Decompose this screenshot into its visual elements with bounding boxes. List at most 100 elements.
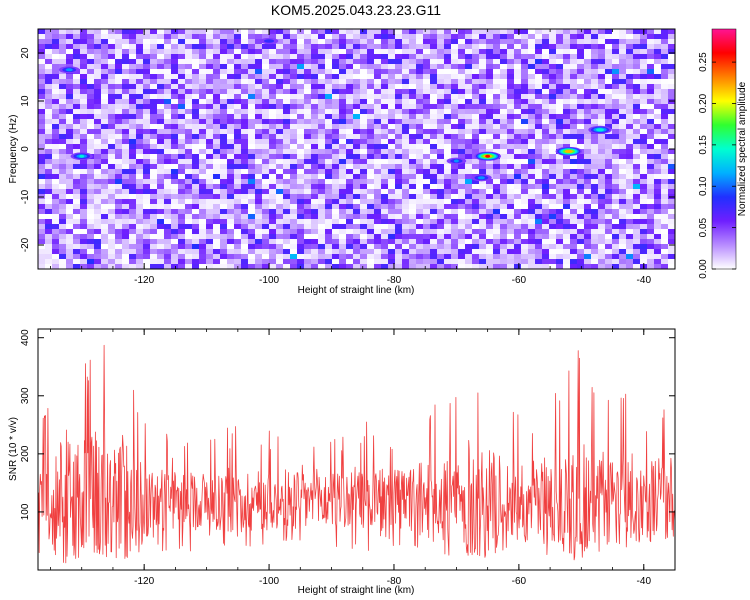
heatmap-cell xyxy=(605,144,613,150)
heatmap-cell xyxy=(654,244,662,250)
heatmap-cell xyxy=(563,159,571,165)
heatmap-cell xyxy=(59,259,67,265)
heatmap-cell xyxy=(465,69,473,75)
heatmap-cell xyxy=(45,129,53,135)
heatmap-cell xyxy=(136,164,144,170)
heatmap-cell xyxy=(451,84,459,90)
heatmap-cell xyxy=(325,84,333,90)
heatmap-cell xyxy=(318,189,326,195)
heatmap-cell xyxy=(577,99,585,105)
heatmap-cell xyxy=(388,44,396,50)
heatmap-cell xyxy=(612,214,620,220)
heatmap-cell xyxy=(381,64,389,70)
heatmap-cell xyxy=(388,34,396,40)
heatmap-cell xyxy=(346,179,354,185)
heatmap-cell xyxy=(73,134,81,140)
heatmap-cell xyxy=(409,199,417,205)
heatmap-cell xyxy=(262,259,270,265)
heatmap-cell xyxy=(234,54,242,60)
heatmap-cell xyxy=(647,79,655,85)
heatmap-cell xyxy=(360,234,368,240)
heatmap-cell xyxy=(367,194,375,200)
heatmap-cell xyxy=(290,34,298,40)
heatmap-cell xyxy=(605,59,613,65)
heatmap-cell xyxy=(402,109,410,115)
heatmap-cell xyxy=(101,79,109,85)
heatmap-cell xyxy=(507,94,515,100)
heatmap-cell xyxy=(171,109,179,115)
heatmap-cell xyxy=(220,194,228,200)
heatmap-cell xyxy=(332,199,340,205)
heatmap-cell xyxy=(297,204,305,210)
heatmap-cell xyxy=(325,69,333,75)
heatmap-cell xyxy=(248,244,256,250)
heatmap-cell xyxy=(143,174,151,180)
heatmap-cell xyxy=(66,39,74,45)
heatmap-cell xyxy=(94,139,102,145)
heatmap-cell xyxy=(339,94,347,100)
heatmap-cell xyxy=(486,124,494,130)
y-tick-label: 20 xyxy=(20,47,31,59)
heatmap-cell xyxy=(171,89,179,95)
heatmap-cell xyxy=(451,104,459,110)
heatmap-cell xyxy=(626,54,634,60)
heatmap-cell xyxy=(521,129,529,135)
heatmap-cell xyxy=(80,199,88,205)
heatmap-cell xyxy=(514,189,522,195)
heatmap-cell xyxy=(94,74,102,80)
heatmap-cell xyxy=(542,244,550,250)
heatmap-cell xyxy=(395,219,403,225)
heatmap-cell xyxy=(416,249,424,255)
heatmap-cell xyxy=(444,194,452,200)
heatmap-cell xyxy=(220,39,228,45)
heatmap-cell xyxy=(80,114,88,120)
heatmap-cell xyxy=(136,159,144,165)
heatmap-cell xyxy=(535,234,543,240)
heatmap-cell xyxy=(143,114,151,120)
heatmap-cell xyxy=(430,79,438,85)
heatmap-hotspot xyxy=(454,159,459,163)
heatmap-cell xyxy=(248,164,256,170)
heatmap-cell xyxy=(542,224,550,230)
heatmap-cell xyxy=(164,89,172,95)
heatmap-cell xyxy=(297,44,305,50)
heatmap-cell xyxy=(619,259,627,265)
heatmap-cell xyxy=(192,144,200,150)
heatmap-cell xyxy=(430,249,438,255)
heatmap-cell xyxy=(192,159,200,165)
heatmap-cell xyxy=(430,114,438,120)
heatmap-cell xyxy=(388,219,396,225)
heatmap-cell xyxy=(122,99,130,105)
heatmap-cell xyxy=(661,209,669,215)
heatmap-cell xyxy=(668,114,675,120)
heatmap-cell xyxy=(395,264,403,269)
heatmap-cell xyxy=(465,124,473,130)
heatmap-cell xyxy=(402,154,410,160)
heatmap-cell xyxy=(269,189,277,195)
heatmap-cell xyxy=(353,89,361,95)
heatmap-cell xyxy=(241,124,249,130)
heatmap-cell xyxy=(241,244,249,250)
heatmap-cell xyxy=(129,29,137,35)
heatmap-cell xyxy=(402,34,410,40)
heatmap-cell xyxy=(360,169,368,175)
heatmap-cell xyxy=(234,154,242,160)
heatmap-cell xyxy=(241,54,249,60)
heatmap-cell xyxy=(479,79,487,85)
heatmap-cell xyxy=(521,149,529,155)
heatmap-cell xyxy=(528,184,536,190)
heatmap-cell xyxy=(402,59,410,65)
heatmap-cell xyxy=(199,134,207,140)
heatmap-cell xyxy=(395,124,403,130)
heatmap-cell xyxy=(45,54,53,60)
heatmap-cell xyxy=(570,174,578,180)
heatmap-cell xyxy=(437,249,445,255)
heatmap-cell xyxy=(619,59,627,65)
heatmap-cell xyxy=(605,264,613,269)
heatmap-cell xyxy=(192,39,200,45)
heatmap-cell xyxy=(269,179,277,185)
heatmap-cell xyxy=(115,149,123,155)
heatmap-cell xyxy=(45,229,53,235)
heatmap-cell xyxy=(122,234,130,240)
heatmap-cell xyxy=(332,224,340,230)
